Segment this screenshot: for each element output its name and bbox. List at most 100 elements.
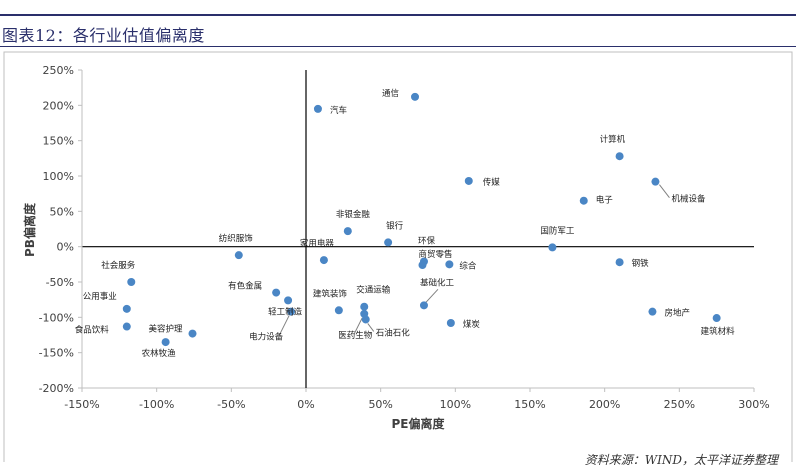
y-tick-label: 150% bbox=[43, 135, 74, 148]
y-axis-line bbox=[81, 70, 307, 388]
x-tick-label: -100% bbox=[139, 398, 174, 411]
leader-line bbox=[425, 288, 439, 303]
data-point bbox=[445, 260, 454, 269]
point-label: 电力设备 bbox=[249, 332, 284, 343]
y-tick-label: 200% bbox=[43, 99, 74, 112]
data-point bbox=[411, 92, 420, 101]
data-point bbox=[384, 238, 393, 247]
point-label: 建筑材料 bbox=[701, 326, 736, 337]
figure-title: 图表12：各行业估值偏离度 bbox=[2, 26, 205, 45]
data-point bbox=[446, 318, 455, 327]
data-point bbox=[419, 301, 428, 310]
data-point bbox=[418, 261, 427, 270]
point-label: 基础化工 bbox=[420, 277, 455, 288]
point-label: 建筑装饰 bbox=[313, 288, 348, 299]
data-point bbox=[188, 329, 197, 338]
y-tick-label: -100% bbox=[39, 311, 74, 324]
top-rule bbox=[0, 14, 796, 16]
data-point bbox=[284, 296, 293, 305]
y-tick-label: 0% bbox=[57, 241, 74, 254]
data-point bbox=[161, 338, 170, 347]
point-label: 机械设备 bbox=[671, 194, 706, 205]
data-point bbox=[334, 306, 343, 315]
point-label: 轻工制造 bbox=[268, 306, 303, 317]
data-point bbox=[122, 304, 131, 313]
title-rule bbox=[0, 46, 796, 47]
data-point bbox=[361, 315, 370, 324]
point-label: 环保 bbox=[418, 236, 436, 247]
x-tick-label: 0% bbox=[297, 398, 314, 411]
source-note: 资料来源：WIND，太平洋证券整理 bbox=[584, 453, 778, 467]
point-label: 钢铁 bbox=[632, 258, 650, 269]
data-point bbox=[313, 104, 322, 113]
data-point bbox=[287, 307, 296, 316]
point-label: 商贸零售 bbox=[418, 249, 452, 260]
y-axis-title: PB偏离度 bbox=[22, 202, 37, 257]
leader-line bbox=[659, 184, 670, 198]
data-point bbox=[127, 278, 136, 286]
data-points bbox=[122, 92, 721, 347]
plot-border bbox=[3, 51, 793, 462]
point-label: 石油石化 bbox=[376, 327, 411, 338]
x-tick-label: 150% bbox=[514, 398, 545, 411]
point-label: 汽车 bbox=[330, 105, 347, 116]
leader-line bbox=[278, 315, 290, 336]
data-point bbox=[651, 177, 660, 186]
x-tick-label: 300% bbox=[738, 398, 769, 411]
data-point bbox=[343, 227, 352, 236]
y-tick-label: -150% bbox=[39, 347, 74, 360]
data-point bbox=[272, 288, 281, 297]
y-tick-label: 250% bbox=[43, 64, 74, 77]
point-label: 有色金属 bbox=[228, 281, 262, 292]
point-label: 美容护理 bbox=[149, 324, 184, 335]
point-label: 公用事业 bbox=[83, 291, 117, 302]
data-point bbox=[615, 152, 624, 161]
point-label: 社会服务 bbox=[101, 260, 136, 271]
data-point bbox=[712, 314, 721, 323]
point-label: 交通运输 bbox=[356, 285, 391, 296]
y-tick-labels: 250% 200% 150% 100% 50% 0% -50% -100% -150% -200% bbox=[39, 64, 82, 395]
point-label: 纺织服饰 bbox=[219, 233, 254, 244]
point-label: 房地产 bbox=[664, 308, 690, 319]
x-tick-label: 200% bbox=[589, 398, 620, 411]
data-point bbox=[648, 307, 657, 316]
y-tick-label: 50% bbox=[50, 205, 74, 218]
point-label: 通信 bbox=[382, 88, 400, 99]
leader-line bbox=[367, 323, 375, 332]
data-point bbox=[319, 256, 328, 265]
point-label: 食品饮料 bbox=[75, 325, 110, 336]
data-point bbox=[122, 322, 131, 331]
point-label: 家用电器 bbox=[300, 238, 335, 249]
data-point bbox=[360, 302, 369, 311]
point-label: 农林牧渔 bbox=[142, 348, 177, 359]
data-point bbox=[464, 176, 473, 185]
data-point bbox=[548, 243, 557, 252]
point-label: 电子 bbox=[596, 195, 614, 206]
x-tick-label: 100% bbox=[440, 398, 471, 411]
data-point bbox=[579, 196, 588, 205]
y-tick-label: -200% bbox=[39, 382, 74, 395]
point-label: 综合 bbox=[459, 260, 477, 271]
data-point bbox=[234, 251, 243, 260]
x-tick-label: -150% bbox=[64, 398, 99, 411]
point-label: 煤炭 bbox=[463, 319, 481, 330]
data-point bbox=[615, 258, 624, 267]
x-axis-line bbox=[82, 246, 754, 389]
point-label: 传媒 bbox=[483, 177, 501, 188]
x-tick-label: 250% bbox=[664, 398, 695, 411]
point-label: 计算机 bbox=[600, 134, 626, 145]
x-tick-label: -50% bbox=[217, 398, 245, 411]
point-label: 医药生物 bbox=[338, 330, 373, 341]
y-tick-label: -50% bbox=[46, 276, 74, 289]
x-tick-label: 50% bbox=[368, 398, 392, 411]
point-label: 银行 bbox=[386, 220, 404, 231]
x-tick-labels: -150% -100% -50% 0% 50% 100% 150% 200% 250% 300% bbox=[64, 388, 770, 411]
x-axis-title: PE偏离度 bbox=[392, 416, 446, 431]
y-tick-label: 100% bbox=[43, 170, 74, 183]
point-label: 国防军工 bbox=[540, 225, 575, 236]
leader-line bbox=[353, 317, 363, 335]
leader-lines bbox=[278, 184, 670, 336]
point-label: 非银金融 bbox=[336, 209, 371, 220]
